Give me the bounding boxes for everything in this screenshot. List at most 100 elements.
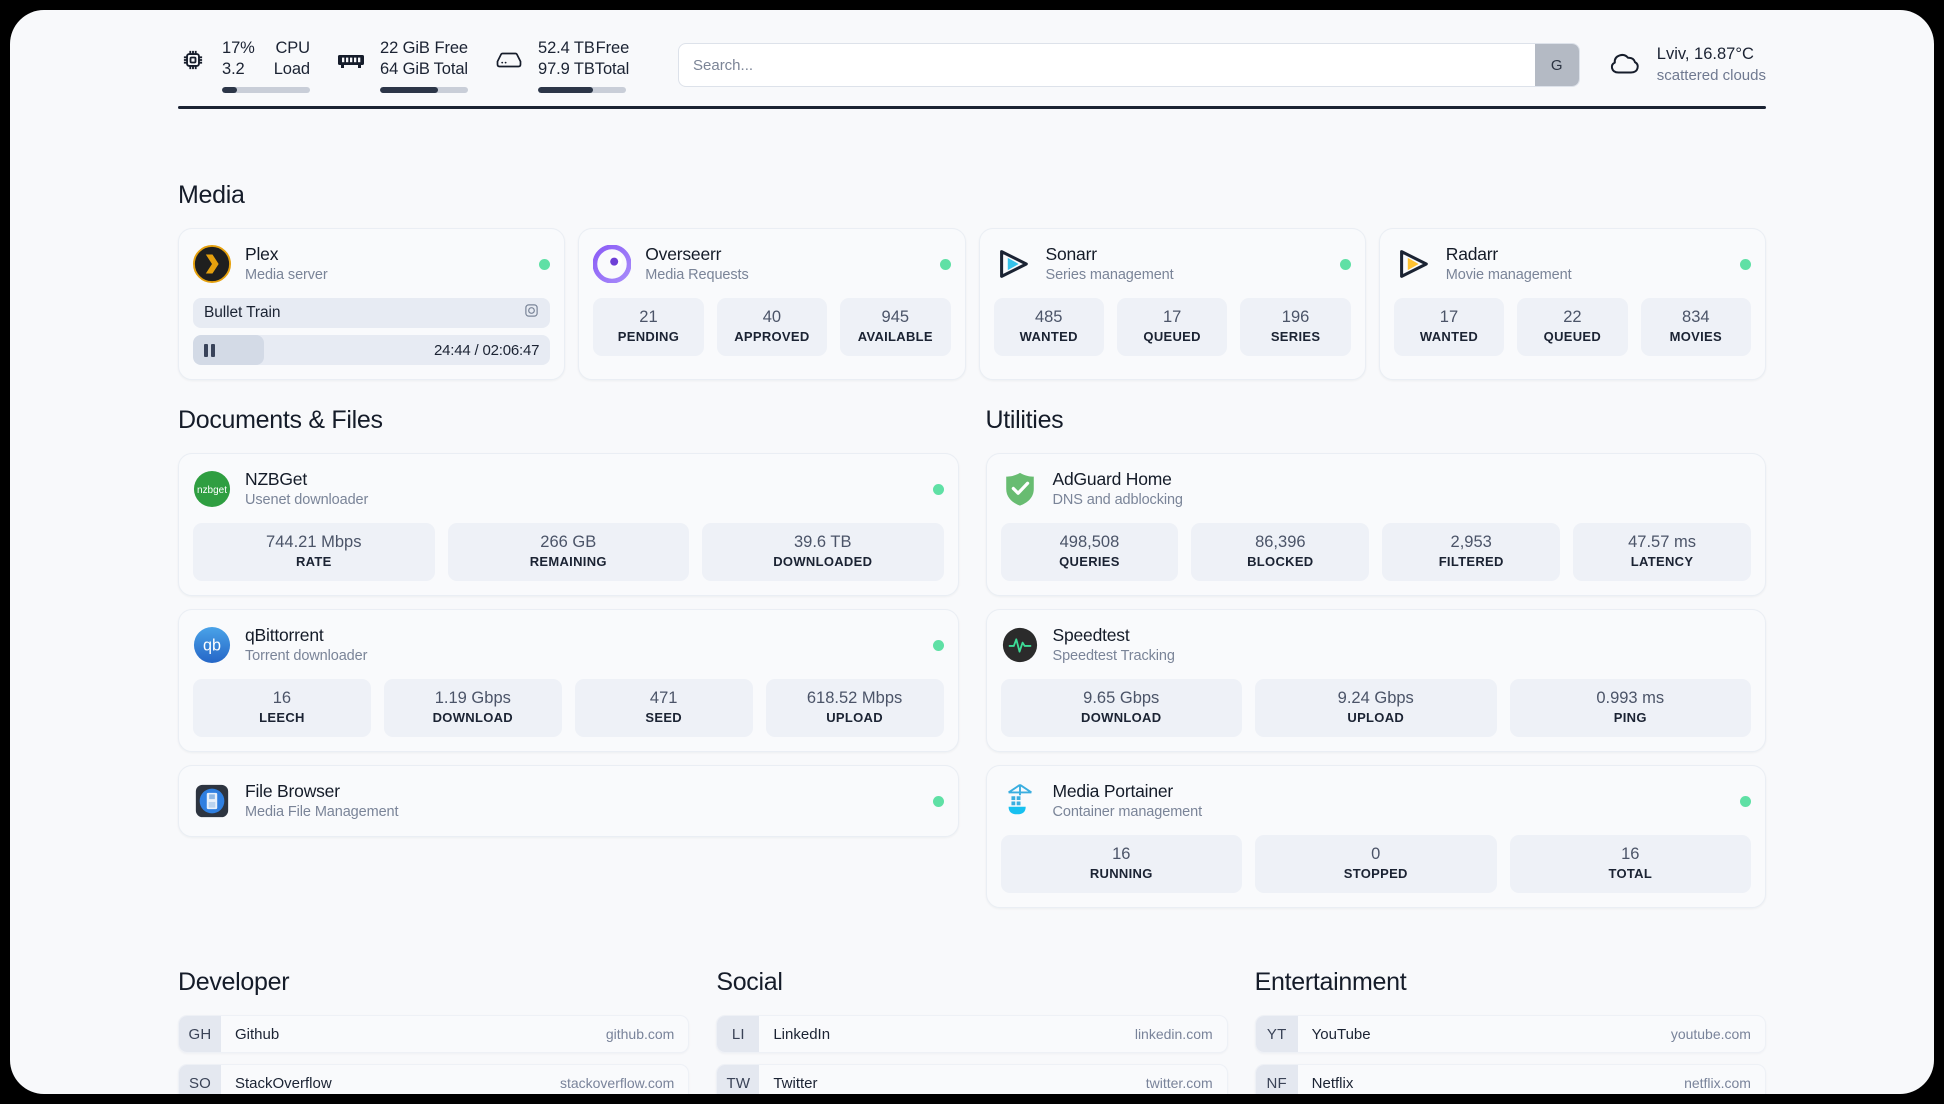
bookmark-group-developer: Developer GH Github github.com SO StackO… [178, 968, 690, 1094]
overseerr-logo [592, 244, 632, 284]
utilities-column: Utilities AdGuard Home DNS and adblockin… [985, 406, 1766, 908]
stat-series: 196 SERIES [1240, 298, 1351, 356]
stat-upload: 618.52 Mbps UPLOAD [765, 679, 944, 737]
stats-row: 17 WANTED 22 QUEUED 834 MOVIES [1393, 298, 1752, 356]
stat-label: MOVIES [1669, 329, 1722, 344]
bookmark-item-twitter[interactable]: TW Twitter twitter.com [716, 1064, 1228, 1094]
service-card-sonarr[interactable]: Sonarr Series management 485 WANTED 17 Q… [978, 228, 1366, 380]
bookmark-item-linkedin[interactable]: LI LinkedIn linkedin.com [716, 1015, 1228, 1053]
bookmark-badge: SO [179, 1065, 221, 1094]
now-playing-title: Bullet Train [204, 304, 281, 321]
stat-label: TOTAL [1608, 866, 1653, 881]
bookmark-badge: TW [717, 1065, 760, 1094]
service-subtitle: Torrent downloader [245, 648, 368, 664]
bookmark-url: linkedin.com [1134, 1026, 1213, 1042]
stat-pending: 21 PENDING [593, 298, 704, 356]
search-engine-button[interactable]: G [1534, 44, 1579, 86]
cpu-label-top: CPU [275, 38, 310, 57]
stat-label: LEECH [259, 710, 305, 725]
stat-filtered: 2,953 FILTERED [1382, 523, 1561, 581]
service-card-file-browser[interactable]: File Browser Media File Management [178, 765, 959, 837]
playback-timecode: 24:44 / 02:06:47 [434, 341, 540, 359]
bookmark-name: YouTube [1311, 1025, 1371, 1043]
radarr-logo [1394, 245, 1432, 283]
stat-rate: 744.21 Mbps RATE [193, 523, 435, 581]
stat-label: SEED [645, 710, 682, 725]
bookmark-url: stackoverflow.com [559, 1075, 675, 1091]
service-subtitle: Speedtest Tracking [1052, 648, 1175, 664]
cast-icon[interactable] [524, 303, 539, 323]
section-title-documents: Documents & Files [178, 406, 383, 434]
status-dot-online [1339, 258, 1351, 270]
bookmark-item-netflix[interactable]: NF Netflix netflix.com [1254, 1064, 1766, 1094]
bookmark-item-stackoverflow[interactable]: SO StackOverflow stackoverflow.com [178, 1064, 690, 1094]
stat-label: PING [1613, 710, 1647, 725]
service-card-radarr[interactable]: Radarr Movie management 17 WANTED 22 QUE… [1378, 228, 1766, 380]
stat-value: 0.993 ms [1596, 689, 1665, 707]
stat-label: QUEUED [1143, 329, 1201, 344]
stat-value: 0 [1371, 845, 1381, 863]
playback-progress-bar[interactable]: 24:44 / 02:06:47 [193, 335, 551, 365]
search-input[interactable] [679, 44, 1535, 86]
stat-label: APPROVED [734, 329, 810, 344]
service-card-media-portainer[interactable]: Media Portainer Container management 16 … [985, 765, 1766, 908]
cpu-usage-value: 17% [222, 38, 255, 57]
stat-value: 22 [1563, 308, 1582, 326]
bookmark-name: Twitter [773, 1074, 818, 1092]
stat-value: 744.21 Mbps [266, 533, 362, 551]
stat-value: 40 [762, 308, 782, 326]
bookmark-group-title: Social [716, 968, 783, 996]
bookmark-item-youtube[interactable]: YT YouTube youtube.com [1254, 1015, 1766, 1053]
stat-value: 39.6 TB [794, 533, 852, 551]
stat-total: 16 TOTAL [1509, 835, 1751, 893]
service-card-speedtest[interactable]: Speedtest Speedtest Tracking 9.65 Gbps D… [985, 609, 1766, 752]
cpu-usage-bar [222, 86, 310, 93]
bookmark-item-github[interactable]: GH Github github.com [178, 1015, 690, 1053]
cloud-icon [1606, 48, 1644, 83]
service-subtitle: Container management [1052, 804, 1203, 820]
service-card-adguard-home[interactable]: AdGuard Home DNS and adblocking 498,508 … [985, 453, 1766, 596]
stat-queries: 498,508 QUERIES [1000, 523, 1179, 581]
stat-stopped: 0 STOPPED [1255, 835, 1497, 893]
stat-label: STOPPED [1343, 866, 1408, 881]
header-divider [178, 106, 1766, 109]
stat-value: 1.19 Gbps [434, 689, 511, 707]
bookmark-group-title: Entertainment [1254, 968, 1407, 996]
service-card-nzbget[interactable]: nzbget NZBGet Usenet downloader 744.21 M… [178, 453, 959, 596]
bookmark-badge: NF [1255, 1065, 1298, 1094]
section-title-media: Media [178, 181, 245, 209]
sonarr-logo [994, 245, 1032, 283]
stat-value: 17 [1162, 308, 1182, 326]
stat-value: 945 [881, 308, 910, 326]
service-card-plex[interactable]: Plex Media server Bullet Train [178, 228, 566, 380]
stat-approved: 40 APPROVED [716, 298, 828, 356]
service-card-qbittorrent[interactable]: qb qBittorrent Torrent downloader 16 LEE… [178, 609, 959, 752]
cpu-load-value: 3.2 [222, 59, 245, 78]
disk-free-value: 52.4 TB [538, 38, 595, 57]
speedtest-logo [1001, 626, 1039, 664]
bookmark-group-social: Social LI LinkedIn linkedin.com TW Twitt… [716, 968, 1228, 1094]
pause-button[interactable] [204, 343, 215, 357]
bookmark-url: twitter.com [1145, 1075, 1213, 1091]
memory-usage-bar [380, 86, 468, 93]
section-title-utilities: Utilities [985, 406, 1064, 434]
stat-value: 196 [1281, 308, 1310, 326]
status-dot-online [932, 795, 944, 807]
service-name: qBittorrent [245, 625, 324, 645]
service-name: File Browser [245, 781, 340, 801]
disk-label-top: Free [595, 38, 630, 57]
service-card-overseerr[interactable]: Overseerr Media Requests 21 PENDING 40 A… [578, 228, 966, 380]
stat-value: 485 [1034, 308, 1063, 326]
bookmark-group-entertainment: Entertainment YT YouTube youtube.com NF … [1254, 968, 1766, 1094]
stat-seed: 471 SEED [574, 679, 753, 737]
status-dot-online [1740, 795, 1751, 807]
search-bar[interactable]: G [678, 43, 1580, 87]
system-stat-cpu: 17% 3.2 CPU Load [178, 38, 310, 93]
memory-ram-icon [336, 38, 366, 82]
stat-label: QUERIES [1059, 554, 1120, 569]
stat-value: 9.65 Gbps [1083, 689, 1160, 707]
stat-blocked: 86,396 BLOCKED [1191, 523, 1370, 581]
bookmark-badge: LI [717, 1016, 760, 1052]
stat-ping: 0.993 ms PING [1509, 679, 1751, 737]
stat-downloaded: 39.6 TB DOWNLOADED [702, 523, 944, 581]
